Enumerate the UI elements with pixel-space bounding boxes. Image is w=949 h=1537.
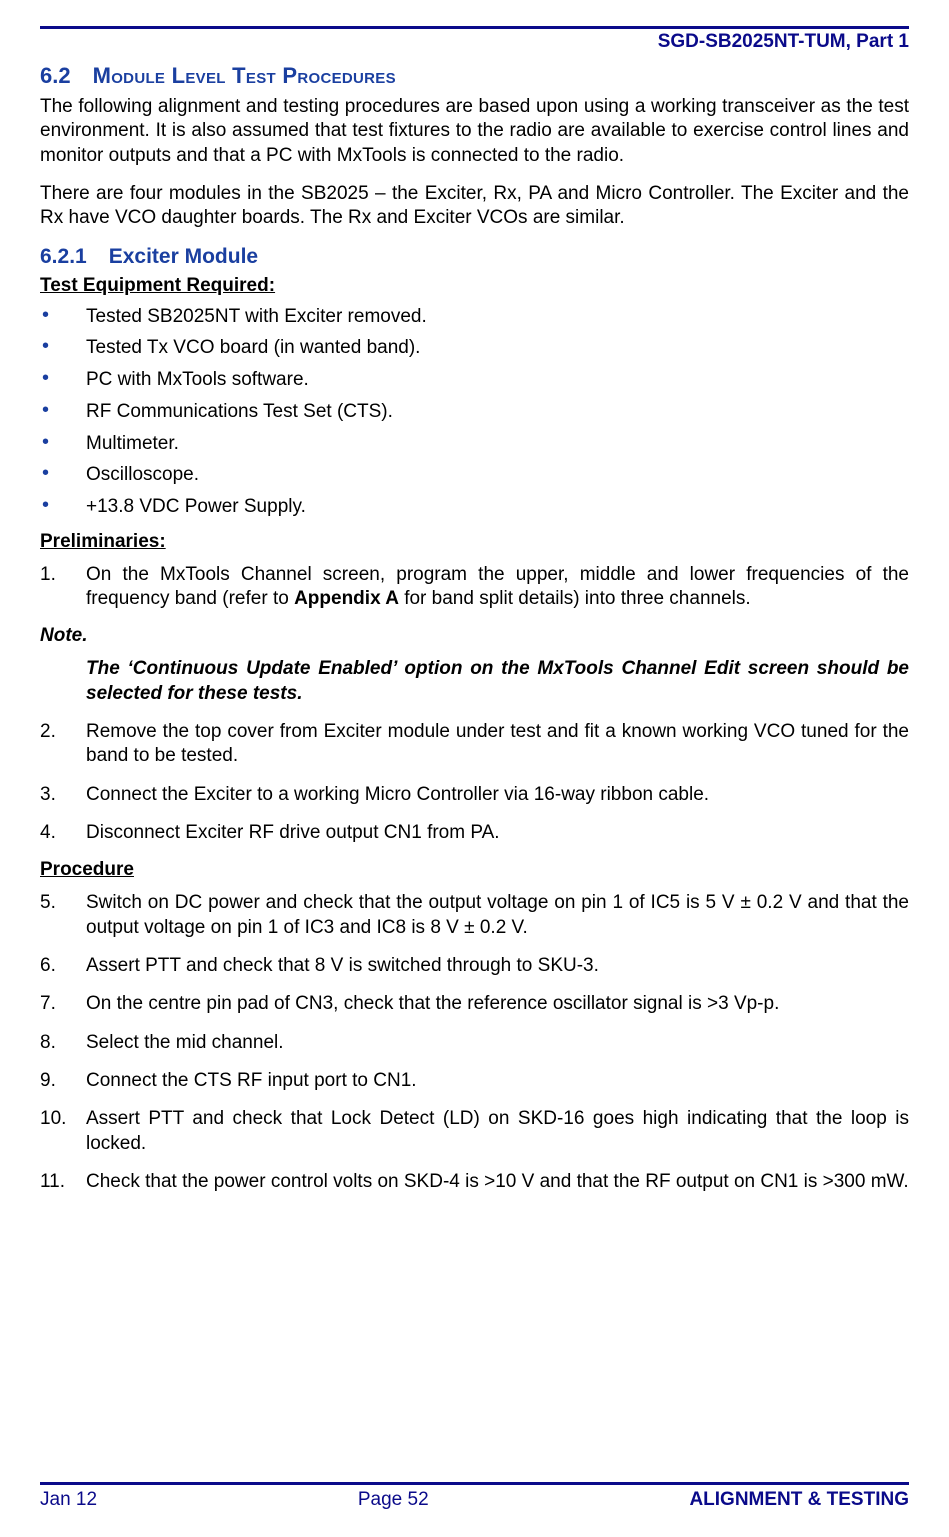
step-text: Assert PTT and check that Lock Detect (L…: [86, 1107, 909, 1156]
footer-section: ALIGNMENT & TESTING: [689, 1489, 909, 1511]
step-text: On the centre pin pad of CN3, check that…: [86, 992, 909, 1016]
step-7: 7. On the centre pin pad of CN3, check t…: [40, 992, 909, 1016]
list-item: Tested Tx VCO board (in wanted band).: [40, 336, 909, 360]
step-text: Check that the power control volts on SK…: [86, 1170, 909, 1194]
step-10: 10. Assert PTT and check that Lock Detec…: [40, 1107, 909, 1156]
step-text: On the MxTools Channel screen, program t…: [86, 563, 909, 612]
step-text: Assert PTT and check that 8 V is switche…: [86, 954, 909, 978]
page-footer: Jan 12 Page 52 ALIGNMENT & TESTING: [40, 1482, 909, 1511]
step-text: Connect the Exciter to a working Micro C…: [86, 783, 909, 807]
subsection-number: 6.2.1: [40, 245, 87, 268]
step-number: 8.: [40, 1031, 86, 1055]
section-number: 6.2: [40, 63, 71, 88]
step-number: 2.: [40, 720, 86, 769]
list-item: RF Communications Test Set (CTS).: [40, 400, 909, 424]
step-number: 9.: [40, 1069, 86, 1093]
equipment-list: Tested SB2025NT with Exciter removed. Te…: [40, 305, 909, 519]
section-title: Module Level Test Procedures: [93, 63, 396, 88]
step-number: 3.: [40, 783, 86, 807]
step-number: 4.: [40, 821, 86, 845]
step-4: 4. Disconnect Exciter RF drive output CN…: [40, 821, 909, 845]
doc-id: SGD-SB2025NT-TUM, Part 1: [40, 31, 909, 53]
step-number: 1.: [40, 563, 86, 612]
footer-date: Jan 12: [40, 1489, 97, 1511]
list-item: +13.8 VDC Power Supply.: [40, 495, 909, 519]
section-heading: 6.2 Module Level Test Procedures: [40, 63, 909, 89]
intro-paragraph-1: The following alignment and testing proc…: [40, 95, 909, 168]
note-body: The ‘Continuous Update Enabled’ option o…: [86, 657, 909, 706]
step-3: 3. Connect the Exciter to a working Micr…: [40, 783, 909, 807]
step-2: 2. Remove the top cover from Exciter mod…: [40, 720, 909, 769]
appendix-ref: Appendix A: [294, 588, 399, 609]
step-text: Switch on DC power and check that the ou…: [86, 891, 909, 940]
procedure-heading: Procedure: [40, 859, 909, 881]
step-text: Disconnect Exciter RF drive output CN1 f…: [86, 821, 909, 845]
list-item: Multimeter.: [40, 432, 909, 456]
step-1: 1. On the MxTools Channel screen, progra…: [40, 563, 909, 612]
footer-rule: [40, 1482, 909, 1485]
step-9: 9. Connect the CTS RF input port to CN1.: [40, 1069, 909, 1093]
step-number: 5.: [40, 891, 86, 940]
step-text-post: for band split details) into three chann…: [399, 588, 751, 609]
step-text: Select the mid channel.: [86, 1031, 909, 1055]
list-item: Oscilloscope.: [40, 463, 909, 487]
step-text: Remove the top cover from Exciter module…: [86, 720, 909, 769]
subsection-title: Exciter Module: [109, 245, 258, 268]
step-8: 8. Select the mid channel.: [40, 1031, 909, 1055]
step-text: Connect the CTS RF input port to CN1.: [86, 1069, 909, 1093]
step-11: 11. Check that the power control volts o…: [40, 1170, 909, 1194]
step-5: 5. Switch on DC power and check that the…: [40, 891, 909, 940]
header-rule: [40, 26, 909, 29]
equipment-heading: Test Equipment Required:: [40, 275, 909, 297]
step-number: 10.: [40, 1107, 86, 1156]
step-number: 6.: [40, 954, 86, 978]
intro-paragraph-2: There are four modules in the SB2025 – t…: [40, 182, 909, 231]
subsection-heading: 6.2.1 Exciter Module: [40, 245, 909, 269]
list-item: PC with MxTools software.: [40, 368, 909, 392]
footer-page: Page 52: [97, 1489, 689, 1511]
step-number: 11.: [40, 1170, 86, 1194]
list-item: Tested SB2025NT with Exciter removed.: [40, 305, 909, 329]
step-6: 6. Assert PTT and check that 8 V is swit…: [40, 954, 909, 978]
note-label: Note.: [40, 625, 909, 647]
step-number: 7.: [40, 992, 86, 1016]
preliminaries-heading: Preliminaries:: [40, 531, 909, 553]
